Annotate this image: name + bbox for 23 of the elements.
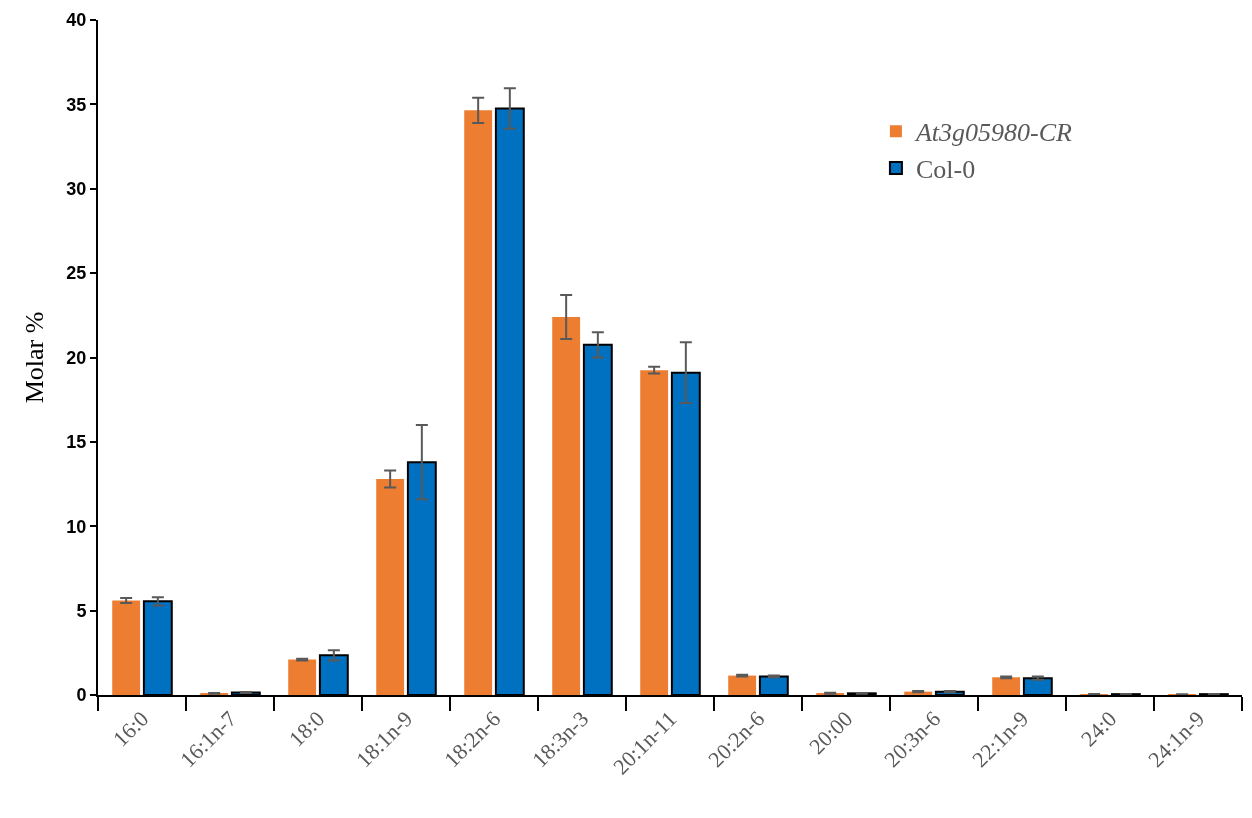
bar (464, 110, 493, 695)
legend-label: At3g05980-CR (913, 118, 1073, 148)
y-axis-title: Molar % (20, 311, 50, 404)
x-tick-label: 16:0 (107, 706, 154, 752)
x-tick-label: 24:0 (1075, 706, 1122, 752)
y-tick-label: 15 (66, 432, 87, 453)
legend-label: Col-0 (915, 155, 976, 185)
bar (112, 600, 141, 695)
bar (640, 370, 669, 695)
y-tick-label: 5 (76, 600, 87, 621)
y-tick-label: 40 (66, 10, 87, 31)
y-tick-label: 30 (66, 179, 87, 200)
y-tick-label: 20 (66, 347, 87, 368)
y-tick-label: 10 (66, 516, 87, 537)
bar (552, 317, 581, 695)
x-tick-label: 18:0 (283, 706, 330, 752)
y-tick-label: 25 (66, 263, 87, 284)
y-tick-label: 0 (76, 685, 87, 706)
bar (288, 659, 317, 695)
bar (376, 479, 405, 695)
y-tick-label: 35 (66, 94, 87, 115)
bar (992, 677, 1021, 695)
bar (728, 675, 757, 695)
